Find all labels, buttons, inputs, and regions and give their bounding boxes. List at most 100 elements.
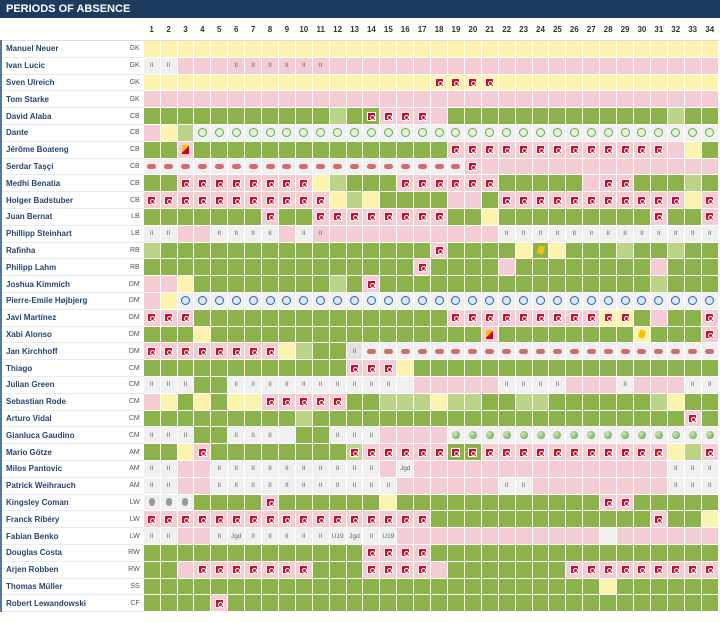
matchday-cell	[463, 476, 482, 495]
injury-icon	[519, 195, 529, 205]
player-name-link[interactable]: Arturo Vidal	[0, 409, 128, 428]
player-name-link[interactable]: Arjen Robben	[0, 560, 128, 579]
player-name-link[interactable]: Robert Lewandowski	[0, 594, 128, 613]
player-name-link[interactable]: Ivan Lucic	[0, 56, 128, 75]
matchday-cell	[379, 577, 398, 596]
injury-icon	[603, 195, 613, 205]
player-position: CB	[126, 191, 144, 209]
club-crest-icon	[197, 163, 207, 169]
matchday-cell	[430, 123, 449, 142]
club-crest-icon	[197, 296, 207, 306]
matchday-cell	[548, 342, 567, 361]
injury-icon	[603, 565, 613, 575]
matchday-cell	[396, 258, 415, 277]
matchday-header: 25	[548, 18, 567, 41]
matchday-cell	[565, 258, 584, 277]
player-name-link[interactable]: Joshua Kimmich	[0, 275, 128, 293]
matchday-cell	[666, 123, 685, 142]
matchday-cell	[311, 325, 330, 344]
matchday-cell	[480, 258, 499, 277]
matchday-cell	[362, 392, 381, 411]
matchday-cell	[142, 308, 161, 327]
matchday-cell	[345, 157, 364, 176]
player-name-link[interactable]: Tom Starke	[0, 90, 128, 109]
matchday-cell	[497, 140, 516, 159]
player-name-link[interactable]: Franck Ribéry	[0, 510, 128, 529]
matchday-cell	[430, 493, 449, 512]
club-crest-icon	[603, 296, 613, 306]
matchday-cell: II	[294, 375, 313, 394]
injury-icon	[688, 413, 698, 423]
player-name-link[interactable]: Sebastian Rode	[0, 392, 128, 411]
matchday-cell	[227, 157, 246, 176]
matchday-cell	[277, 560, 296, 579]
matchday-cell	[261, 409, 279, 428]
matchday-cell: II	[362, 527, 381, 545]
player-name-link[interactable]: Thomas Müller	[0, 577, 128, 596]
player-name-link[interactable]: Julian Green	[0, 375, 128, 394]
matchday-cell	[666, 275, 685, 293]
player-name-link[interactable]: Douglas Costa	[0, 543, 128, 562]
matchday-cell	[193, 325, 212, 344]
player-name-link[interactable]: Jérôme Boateng	[0, 140, 128, 159]
matchday-cell	[463, 275, 482, 293]
player-name-link[interactable]: Manuel Neuer	[0, 40, 128, 58]
injury-icon	[299, 195, 309, 205]
matchday-cell	[159, 308, 178, 327]
matchday-cell: II	[294, 476, 313, 495]
matchday-cell	[311, 560, 330, 579]
matchday-cell	[362, 325, 381, 344]
player-name-link[interactable]: Milos Pantovic	[0, 459, 128, 478]
player-name-link[interactable]: Mario Götze	[0, 443, 128, 461]
matchday-cell	[210, 392, 229, 411]
injury-icon	[468, 313, 478, 323]
matchday-cell	[514, 560, 533, 579]
player-name-link[interactable]: Fabian Benko	[0, 527, 128, 545]
matchday-cell	[379, 258, 398, 277]
player-name-link[interactable]: Sven Ulreich	[0, 73, 128, 92]
matchday-cell	[210, 123, 229, 142]
player-name-link[interactable]: Dante	[0, 123, 128, 142]
injury-icon	[654, 145, 664, 155]
player-name-link[interactable]: Philipp Lahm	[0, 258, 128, 277]
matchday-cell	[413, 577, 432, 596]
matchday-cell	[599, 476, 618, 495]
player-name-link[interactable]: Pierre-Emile Højbjerg	[0, 291, 128, 310]
matchday-cell	[261, 493, 279, 512]
matchday-cell	[210, 90, 229, 109]
club-crest-icon	[451, 431, 460, 440]
player-name-link[interactable]: David Alaba	[0, 107, 128, 125]
player-name-link[interactable]: Serdar Taşçi	[0, 157, 128, 176]
matchday-cell	[176, 510, 195, 529]
player-name-link[interactable]: Holger Badstuber	[0, 191, 128, 209]
player-name-link[interactable]: Medhi Benatia	[0, 174, 128, 193]
matchday-cell	[666, 426, 685, 445]
player-name-link[interactable]: Kingsley Coman	[0, 493, 128, 512]
player-name-link[interactable]: Thiago	[0, 359, 128, 377]
matchday-cell	[616, 342, 634, 361]
player-name-link[interactable]: Juan Bernat	[0, 207, 128, 226]
matchday-cell	[447, 123, 465, 142]
player-name-link[interactable]: Rafinha	[0, 241, 128, 260]
matchday-cell	[210, 594, 229, 613]
cell-note: II	[640, 230, 644, 238]
player-name-link[interactable]: Phillipp Steinhart	[0, 224, 128, 243]
matchday-cell: II	[514, 476, 533, 495]
matchday-cell	[277, 207, 296, 226]
club-crest-icon	[350, 163, 360, 169]
matchday-cell	[565, 342, 584, 361]
club-crest-icon	[383, 163, 393, 169]
player-name-link[interactable]: Javi Martínez	[0, 308, 128, 327]
injury-icon	[434, 212, 444, 222]
matchday-cell	[294, 174, 313, 193]
player-name-link[interactable]: Gianluca Gaudino	[0, 426, 128, 445]
matchday-cell	[294, 123, 313, 142]
player-name-link[interactable]: Patrick Weihrauch	[0, 476, 128, 495]
matchday-cell	[193, 207, 212, 226]
matchday-cell	[548, 157, 567, 176]
matchday-cell	[227, 174, 246, 193]
matchday-cell	[480, 174, 499, 193]
player-name-link[interactable]: Xabi Alonso	[0, 325, 128, 344]
player-name-link[interactable]: Jan Kirchhoff	[0, 342, 128, 361]
injury-icon	[603, 497, 613, 507]
